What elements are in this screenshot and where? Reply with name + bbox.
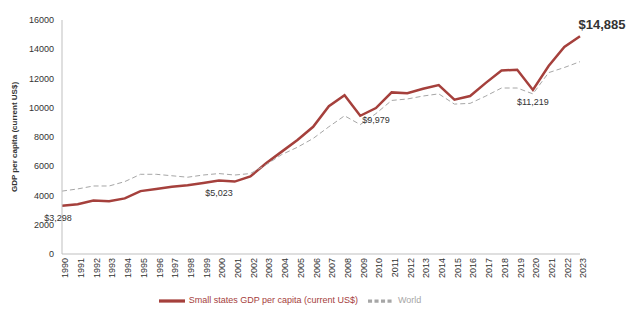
svg-text:$9,979: $9,979 [362, 115, 390, 125]
svg-text:1997: 1997 [170, 258, 180, 278]
svg-text:2023: 2023 [578, 258, 588, 278]
svg-text:2018: 2018 [500, 258, 510, 278]
svg-text:2020: 2020 [531, 258, 541, 278]
svg-text:2019: 2019 [516, 258, 526, 278]
svg-text:$5,023: $5,023 [205, 188, 233, 198]
svg-text:2012: 2012 [406, 258, 416, 278]
svg-text:1992: 1992 [92, 258, 102, 278]
svg-text:16000: 16000 [29, 15, 54, 25]
html-text:World: World [398, 295, 422, 306]
svg-text:1993: 1993 [107, 258, 117, 278]
html-text:Small states GDP per capita (c: Small states GDP per capita (current US$… [188, 295, 358, 306]
svg-text:$3,298: $3,298 [44, 213, 72, 223]
svg-text:$11,219: $11,219 [517, 97, 549, 107]
svg-text:1996: 1996 [155, 258, 165, 278]
svg-text:2007: 2007 [327, 258, 337, 278]
svg-text:12000: 12000 [29, 74, 54, 84]
svg-text:2014: 2014 [437, 258, 447, 278]
svg-text:2017: 2017 [484, 258, 494, 278]
svg-text:1990: 1990 [60, 258, 70, 278]
svg-text:6000: 6000 [34, 161, 54, 171]
svg-text:1999: 1999 [202, 258, 212, 278]
svg-text:2022: 2022 [563, 258, 573, 278]
svg-text:1998: 1998 [186, 258, 196, 278]
svg-text:2016: 2016 [469, 258, 479, 278]
svg-text:$14,885: $14,885 [579, 17, 626, 32]
svg-text:2013: 2013 [421, 258, 431, 278]
svg-text:14000: 14000 [29, 44, 54, 54]
svg-text:2000: 2000 [34, 219, 54, 230]
svg-text:10000: 10000 [29, 103, 54, 113]
svg-text:2015: 2015 [453, 258, 463, 278]
svg-text:GDP per capita (current US$): GDP per capita (current US$) [10, 82, 19, 192]
svg-text:0: 0 [49, 249, 54, 259]
svg-text:2011: 2011 [390, 258, 400, 277]
svg-text:2021: 2021 [547, 258, 557, 278]
svg-text:1991: 1991 [76, 258, 86, 278]
svg-text:2009: 2009 [359, 258, 369, 278]
svg-text:8000: 8000 [34, 132, 54, 142]
svg-text:2002: 2002 [249, 258, 259, 278]
svg-text:2000: 2000 [217, 258, 227, 278]
svg-text:2004: 2004 [280, 258, 290, 278]
svg-text:2010: 2010 [374, 258, 384, 278]
svg-text:2003: 2003 [264, 258, 274, 278]
svg-text:2008: 2008 [343, 258, 353, 278]
svg-text:2001: 2001 [233, 258, 243, 278]
svg-text:2005: 2005 [296, 258, 306, 278]
svg-text:1995: 1995 [139, 258, 149, 278]
svg-text:4000: 4000 [34, 191, 54, 201]
svg-text:1994: 1994 [123, 258, 133, 278]
svg-text:2006: 2006 [312, 258, 322, 278]
